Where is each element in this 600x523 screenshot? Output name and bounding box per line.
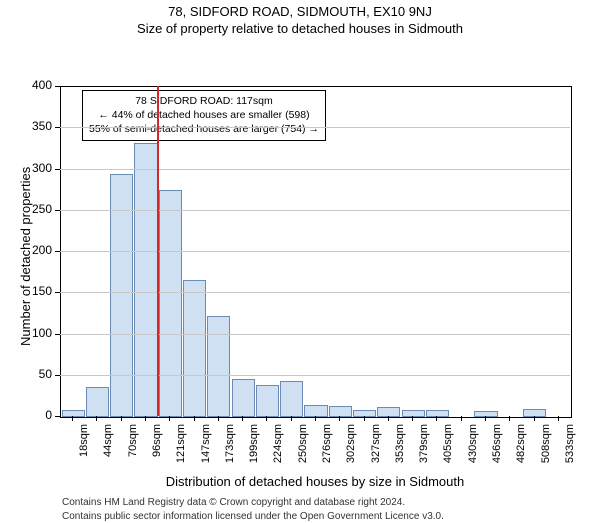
x-tick-label: 44sqm [102,424,114,484]
y-tick-label: 150 [22,284,52,298]
x-tick-label: 379sqm [418,424,430,484]
x-tick-label: 121sqm [175,424,187,484]
histogram-bar [523,409,546,417]
histogram-bar [353,410,376,417]
x-tick-label: 199sqm [248,424,260,484]
x-tick [194,416,195,421]
y-tick [55,169,60,170]
histogram-bar [159,190,182,417]
highlight-line [157,86,159,416]
x-tick-label: 508sqm [540,424,552,484]
y-tick-label: 100 [22,326,52,340]
x-tick [291,416,292,421]
page-title: 78, SIDFORD ROAD, SIDMOUTH, EX10 9NJ [0,4,600,19]
x-tick [96,416,97,421]
x-tick-label: 173sqm [224,424,236,484]
info-box-line-2: ← 44% of detached houses are smaller (59… [89,108,319,122]
x-tick [509,416,510,421]
histogram-bar [183,280,206,417]
x-tick [266,416,267,421]
x-tick-label: 302sqm [345,424,357,484]
x-tick-label: 96sqm [151,424,163,484]
grid-line [60,375,570,376]
y-tick-label: 250 [22,202,52,216]
grid-line [60,210,570,211]
x-tick-label: 70sqm [127,424,139,484]
y-tick-label: 300 [22,161,52,175]
y-tick [55,251,60,252]
histogram-bar [232,379,255,417]
y-tick [55,292,60,293]
footer-line-1: Contains HM Land Registry data © Crown c… [62,496,444,510]
x-tick-label: 353sqm [394,424,406,484]
y-tick-label: 400 [22,78,52,92]
histogram-bar [86,387,109,417]
x-tick-label: 456sqm [491,424,503,484]
y-tick-label: 200 [22,243,52,257]
x-tick [485,416,486,421]
grid-line [60,292,570,293]
x-tick-label: 533sqm [564,424,576,484]
histogram-bar [256,385,279,417]
x-tick-label: 482sqm [515,424,527,484]
grid-line [60,127,570,128]
histogram-bar [377,407,400,417]
x-tick [388,416,389,421]
y-tick-label: 0 [22,408,52,422]
footer-line-2: Contains public sector information licen… [62,510,444,523]
histogram-bar [280,381,303,417]
y-tick [55,127,60,128]
x-tick [315,416,316,421]
x-tick [218,416,219,421]
x-tick-label: 430sqm [467,424,479,484]
x-tick [145,416,146,421]
y-tick [55,86,60,87]
x-tick-label: 405sqm [442,424,454,484]
highlight-info-box: 78 SIDFORD ROAD: 117sqm ← 44% of detache… [82,90,326,141]
histogram-bar [134,143,157,417]
x-tick [558,416,559,421]
x-tick-label: 18sqm [78,424,90,484]
x-tick [242,416,243,421]
x-tick [72,416,73,421]
x-tick [121,416,122,421]
y-tick-label: 50 [22,367,52,381]
y-tick [55,210,60,211]
grid-line [60,169,570,170]
histogram-bar [329,406,352,417]
histogram-bar [426,410,449,417]
grid-line [60,251,570,252]
y-tick [55,416,60,417]
x-tick [436,416,437,421]
x-tick [534,416,535,421]
x-tick-label: 276sqm [321,424,333,484]
y-tick-label: 350 [22,119,52,133]
x-tick [169,416,170,421]
x-tick [412,416,413,421]
histogram-bar [207,316,230,417]
grid-line [60,334,570,335]
x-tick [461,416,462,421]
x-tick [364,416,365,421]
x-tick-label: 224sqm [272,424,284,484]
y-tick [55,375,60,376]
x-tick-label: 147sqm [200,424,212,484]
x-tick-label: 327sqm [370,424,382,484]
info-box-line-3: 55% of semi-detached houses are larger (… [89,122,319,136]
y-tick [55,334,60,335]
x-tick [339,416,340,421]
x-tick-label: 250sqm [297,424,309,484]
info-box-line-1: 78 SIDFORD ROAD: 117sqm [89,94,319,108]
footer-attribution: Contains HM Land Registry data © Crown c… [62,496,444,523]
page-subtitle: Size of property relative to detached ho… [0,21,600,36]
